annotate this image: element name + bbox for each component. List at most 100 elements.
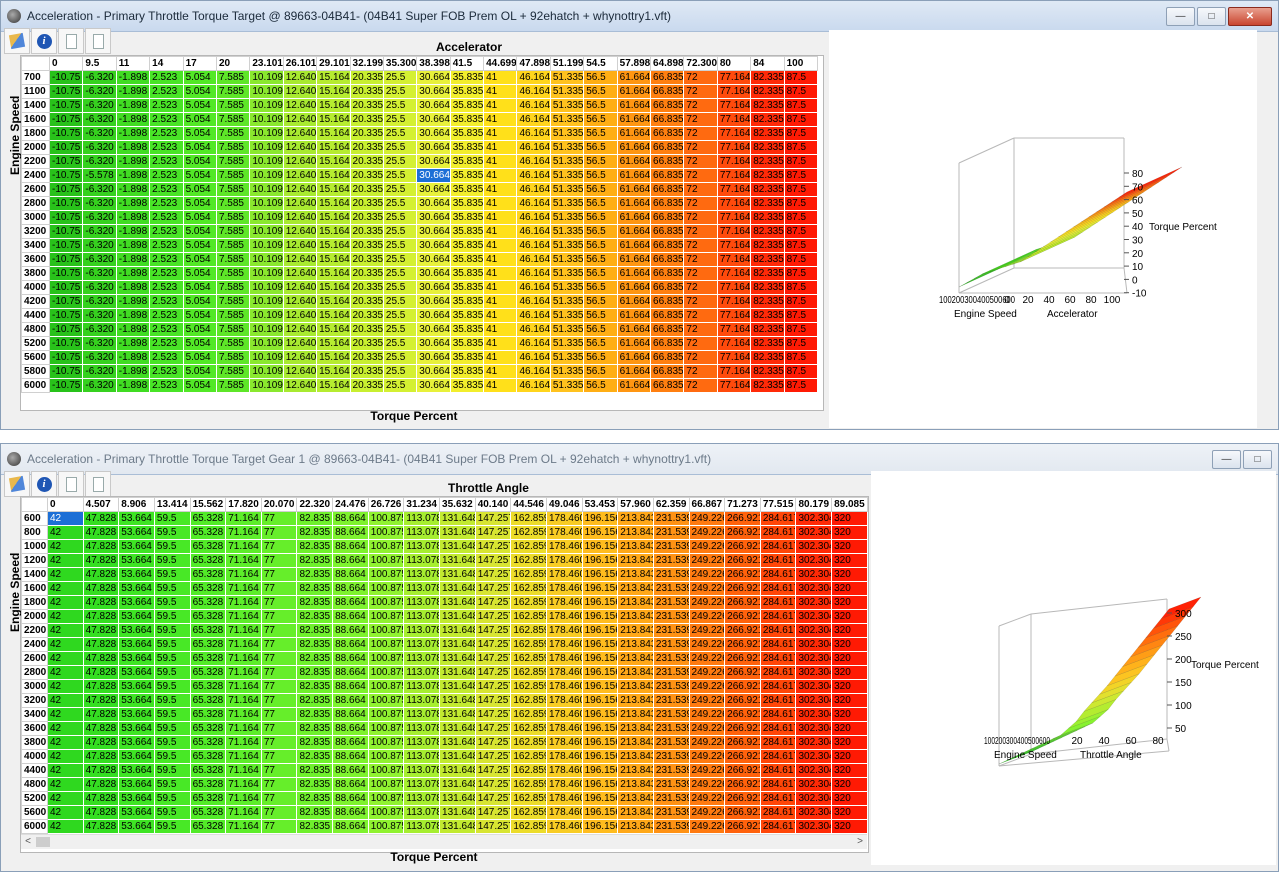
table-cell[interactable]: 249.226 [688,539,726,554]
table-cell[interactable]: 131.648 [439,693,476,708]
table-cell[interactable]: 162.859 [510,651,547,666]
table-cell[interactable]: 284.617 [759,651,797,666]
table-cell[interactable]: 147.257 [474,553,512,568]
table-cell[interactable]: 100.875 [367,749,405,764]
table-cell[interactable]: 284.617 [759,525,797,540]
table-cell[interactable]: 77.164 [716,294,752,309]
table-cell[interactable]: 302.304 [795,679,833,694]
table-cell[interactable]: 56.5 [583,98,618,113]
table-cell[interactable]: 196.156 [581,679,619,694]
table-cell[interactable]: 20.335 [349,98,384,113]
table-cell[interactable]: 82.835 [296,651,334,666]
table-cell[interactable]: 59.5 [153,511,191,526]
table-cell[interactable]: 10.109 [249,126,284,141]
table-cell[interactable]: 42 [47,539,84,554]
table-cell[interactable]: 178.460 [545,651,583,666]
table-cell[interactable]: 131.648 [439,791,476,806]
table-cell[interactable]: 302.304 [795,581,833,596]
table-cell[interactable]: 30.664 [416,378,451,393]
table-cell[interactable]: 35.835 [449,140,485,155]
table-cell[interactable]: 53.664 [118,581,155,596]
table-cell[interactable]: 213.843 [617,693,654,708]
table-cell[interactable]: 12.640 [282,252,318,267]
table-cell[interactable]: 20.335 [349,322,384,337]
table-cell[interactable]: 59.5 [153,595,191,610]
table-cell[interactable]: 162.859 [510,581,547,596]
title-bar[interactable]: Acceleration - Primary Throttle Torque T… [1,444,1278,475]
table-cell[interactable]: 100.875 [367,735,405,750]
table-cell[interactable]: 100.875 [367,693,405,708]
table-cell[interactable]: 249.226 [688,553,726,568]
table-cell[interactable]: 162.859 [510,637,547,652]
table-cell[interactable]: 88.664 [332,679,369,694]
table-cell[interactable]: 46.164 [516,266,551,281]
table-cell[interactable]: 56.5 [583,84,618,99]
table-cell[interactable]: 320 [831,791,868,806]
table-cell[interactable]: 59.5 [153,609,191,624]
table-cell[interactable]: 35.835 [449,112,485,127]
table-cell[interactable]: 231.539 [652,609,690,624]
table-cell[interactable]: 178.460 [545,581,583,596]
table-cell[interactable]: 10.109 [249,84,284,99]
table-cell[interactable]: 25.5 [382,280,418,295]
table-cell[interactable]: -1.898 [115,280,151,295]
table-cell[interactable]: 77.164 [716,140,752,155]
table-cell[interactable]: 266.921 [724,721,761,736]
table-cell[interactable]: 77 [260,637,298,652]
table-cell[interactable]: -1.898 [115,182,151,197]
table-cell[interactable]: 65.328 [189,693,227,708]
table-cell[interactable]: 15.164 [316,70,351,85]
table-cell[interactable]: 2.523 [149,70,184,85]
table-cell[interactable]: 131.648 [439,595,476,610]
table-cell[interactable]: -10.75 [48,168,84,183]
table-cell[interactable]: 113.078 [403,623,441,638]
table-cell[interactable]: 35.835 [449,224,485,239]
table-cell[interactable]: 284.617 [759,819,797,834]
table-cell[interactable]: 10.109 [249,140,284,155]
table-cell[interactable]: 196.156 [581,707,619,722]
table-cell[interactable]: 30.664 [416,266,451,281]
table-cell[interactable]: 231.539 [652,595,690,610]
table-cell[interactable]: 56.5 [583,210,618,225]
table-cell[interactable]: 178.460 [545,721,583,736]
table-cell[interactable]: 61.664 [616,294,652,309]
table-cell[interactable]: 320 [831,651,868,666]
table-cell[interactable]: 82.335 [750,224,785,239]
table-cell[interactable]: 7.585 [215,98,251,113]
table-cell[interactable]: 302.304 [795,735,833,750]
table-cell[interactable]: 266.921 [724,539,761,554]
table-cell[interactable]: 12.640 [282,238,318,253]
table-cell[interactable]: 66.835 [650,252,685,267]
table-cell[interactable]: -6.320 [82,280,117,295]
table-cell[interactable]: 88.664 [332,511,369,526]
table-cell[interactable]: 88.664 [332,651,369,666]
table-cell[interactable]: 61.664 [616,196,652,211]
table-cell[interactable]: 249.226 [688,623,726,638]
table-cell[interactable]: 71.164 [225,749,262,764]
table-cell[interactable]: 162.859 [510,567,547,582]
table-cell[interactable]: 71.164 [225,539,262,554]
table-cell[interactable]: 231.539 [652,525,690,540]
table-cell[interactable]: 41 [483,112,518,127]
table-cell[interactable]: -5.578 [82,168,117,183]
table-cell[interactable]: 25.5 [382,378,418,393]
table-cell[interactable]: 10.109 [249,224,284,239]
table-cell[interactable]: 249.226 [688,637,726,652]
table-cell[interactable]: 7.585 [215,196,251,211]
table-cell[interactable]: 47.828 [82,721,120,736]
table-cell[interactable]: -10.75 [48,84,84,99]
table-cell[interactable]: 15.164 [316,378,351,393]
table-cell[interactable]: 82.835 [296,609,334,624]
table-cell[interactable]: 113.078 [403,735,441,750]
table-cell[interactable]: 15.164 [316,140,351,155]
table-cell[interactable]: 320 [831,581,868,596]
table-cell[interactable]: 113.078 [403,693,441,708]
table-cell[interactable]: 46.164 [516,294,551,309]
table-cell[interactable]: 66.835 [650,112,685,127]
table-cell[interactable]: 12.640 [282,308,318,323]
table-cell[interactable]: 41 [483,336,518,351]
table-cell[interactable]: 231.539 [652,777,690,792]
table-cell[interactable]: 82.335 [750,210,785,225]
table-cell[interactable]: 15.164 [316,364,351,379]
table-cell[interactable]: 82.335 [750,126,785,141]
